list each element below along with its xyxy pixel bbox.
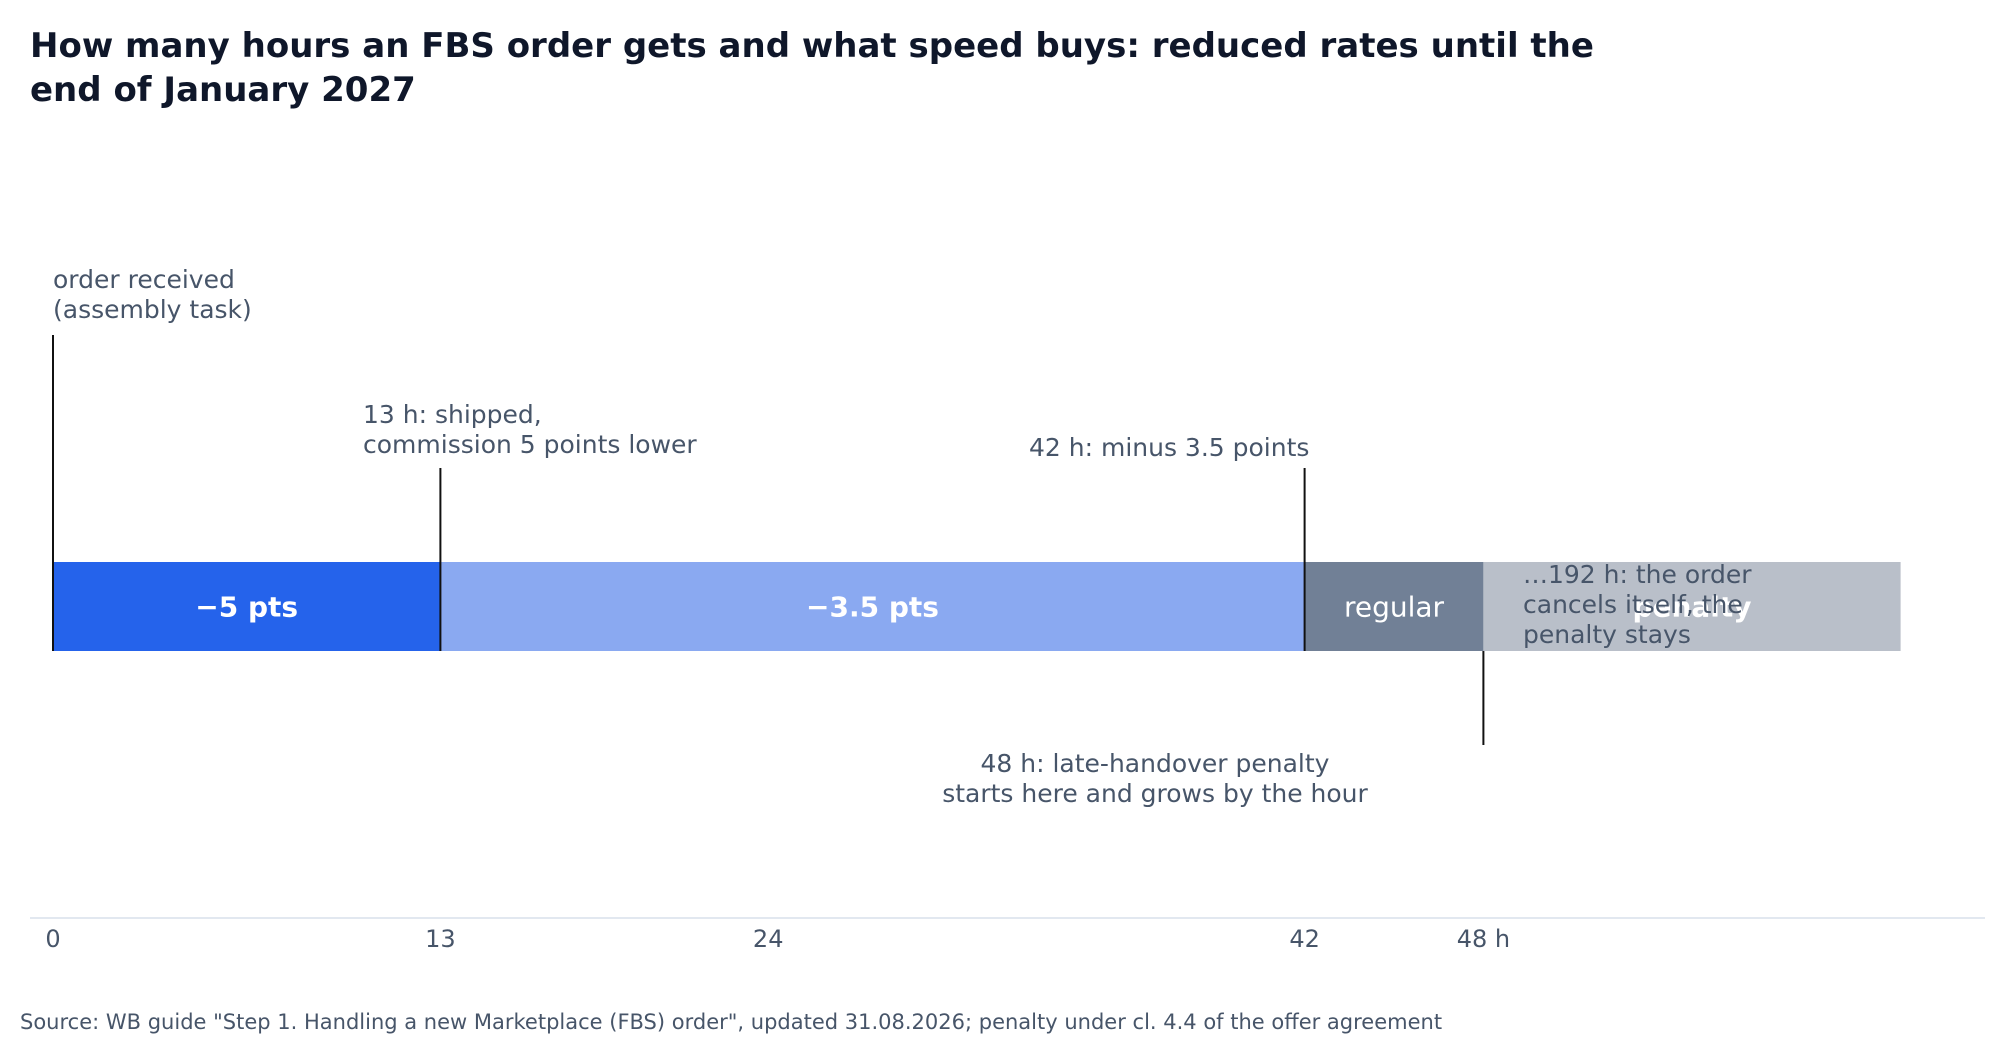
- end-note-group: …192 h: the order cancels itself, the pena…: [1523, 560, 1752, 649]
- marker-label: 48 h: late-handover penalty starts here a…: [942, 749, 1368, 808]
- x-tick-label: 48 h: [1457, 925, 1510, 953]
- end-note-line: …192 h: the order: [1523, 560, 1752, 589]
- segment-label: regular: [1344, 591, 1445, 624]
- markers-group: order received (assembly task) 13 h: shipp…: [52, 265, 1485, 808]
- marker-label-line: 48 h: late-handover penalty: [981, 749, 1330, 778]
- x-tick-label: 0: [45, 925, 60, 953]
- end-note: …192 h: the order cancels itself, the pena…: [1523, 560, 1752, 649]
- segment-bar: [1483, 562, 1901, 651]
- source-note: Source: WB guide "Step 1. Handling a new…: [20, 1010, 1443, 1034]
- marker-label: order received (assembly task): [53, 265, 252, 324]
- segment-bar: [53, 562, 441, 651]
- segment-bar: [440, 562, 1305, 651]
- end-note-line: penalty stays: [1523, 620, 1691, 649]
- segment-label: −5 pts: [195, 591, 298, 624]
- marker-label-line: order received: [53, 265, 235, 294]
- marker-label-line: commission 5 points lower: [363, 430, 697, 459]
- segment-label: penalty: [1632, 591, 1751, 624]
- end-note-line: cancels itself, the: [1523, 590, 1743, 619]
- segment-bar: [1304, 562, 1484, 651]
- marker-label-line: 42 h: minus 3.5 points: [1029, 433, 1309, 462]
- x-axis: 0 13 24 42 48 h: [30, 917, 1985, 953]
- segments-group: −5 pts −3.5 pts regular penalty: [53, 562, 1901, 651]
- marker-label-line: 13 h: shipped,: [363, 400, 542, 429]
- marker-label: 13 h: shipped, commission 5 points lower: [363, 400, 697, 459]
- x-tick-label: 13: [425, 925, 456, 953]
- marker-label-line: starts here and grows by the hour: [942, 779, 1368, 808]
- segment-label: −3.5 pts: [806, 591, 939, 624]
- marker-label-line: (assembly task): [53, 295, 252, 324]
- marker-label: 42 h: minus 3.5 points: [1029, 433, 1309, 462]
- x-tick-label: 42: [1289, 925, 1320, 953]
- x-tick-label: 24: [753, 925, 784, 953]
- chart-title: How many hours an FBS order gets and wha…: [30, 26, 1594, 110]
